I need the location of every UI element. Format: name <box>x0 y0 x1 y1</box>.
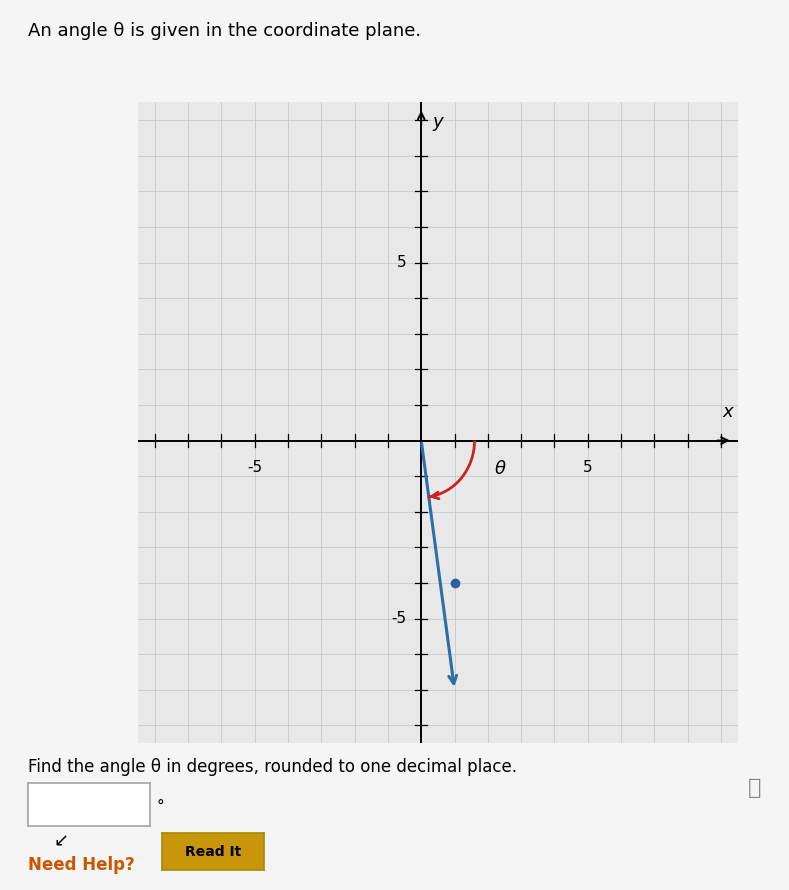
Text: ↙: ↙ <box>54 832 69 850</box>
Text: -5: -5 <box>391 611 406 626</box>
Text: -5: -5 <box>247 460 262 475</box>
Text: Find the angle θ in degrees, rounded to one decimal place.: Find the angle θ in degrees, rounded to … <box>28 758 517 776</box>
Text: θ: θ <box>495 460 506 478</box>
Text: x: x <box>723 403 733 421</box>
Text: 5: 5 <box>583 460 593 475</box>
Text: Need Help?: Need Help? <box>28 856 134 874</box>
Text: 5: 5 <box>397 255 406 270</box>
Text: ⓘ: ⓘ <box>748 778 761 797</box>
Text: An angle θ is given in the coordinate plane.: An angle θ is given in the coordinate pl… <box>28 22 421 40</box>
Text: y: y <box>433 113 443 131</box>
Text: Read It: Read It <box>185 845 241 859</box>
Text: °: ° <box>156 799 164 813</box>
